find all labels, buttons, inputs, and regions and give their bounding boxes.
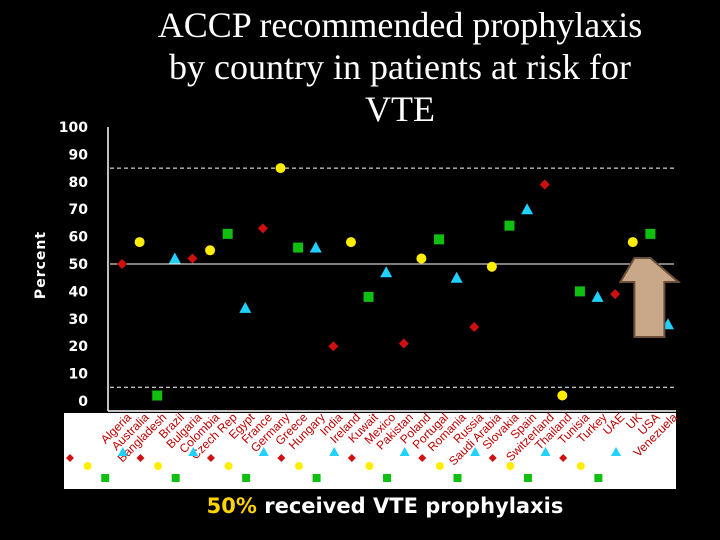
legend-marker (329, 447, 340, 456)
y-tick-label: 10 (69, 367, 89, 383)
data-point-france (257, 223, 268, 234)
footer-text: received VTE prophylaxis (264, 494, 564, 518)
data-point-kuwait (363, 291, 374, 302)
data-point-mexico (380, 266, 393, 278)
data-point-poland (416, 253, 427, 264)
legend-marker (312, 474, 321, 482)
data-point-czech-rep (222, 228, 233, 239)
y-tick-label: 30 (69, 312, 89, 328)
y-tick-label: 40 (69, 284, 89, 300)
legend-marker (242, 474, 251, 482)
data-point-ireland (345, 237, 356, 248)
data-point-russia (469, 322, 480, 333)
legend-marker (399, 447, 410, 456)
legend-marker (117, 447, 128, 456)
data-point-colombia (205, 245, 216, 256)
y-tick-label: 80 (69, 175, 89, 191)
footer-percent: 50% (206, 494, 257, 518)
legend-marker (488, 454, 497, 462)
y-tick-label: 0 (78, 394, 88, 410)
y-axis-label: Percent (33, 231, 49, 299)
highlight-arrow-icon (618, 257, 682, 338)
legend-marker (576, 462, 585, 470)
data-point-bangladesh (152, 390, 163, 401)
data-point-uk (627, 237, 638, 248)
data-point-brazil (168, 252, 181, 264)
data-point-portugal (434, 234, 445, 245)
data-point-slovakia (504, 220, 515, 231)
y-tick-label: 50 (69, 257, 89, 273)
legend-marker (383, 474, 392, 482)
legend-marker (435, 462, 444, 470)
data-point-greece (293, 242, 304, 253)
data-point-uae (610, 289, 621, 300)
legend-marker (188, 447, 199, 456)
legend-marker (347, 454, 356, 462)
footer-caption: 50% received VTE prophylaxis (0, 494, 720, 518)
data-point-saudi-arabia (486, 261, 497, 272)
legend-marker (523, 474, 532, 482)
data-point-turkey (591, 290, 604, 302)
data-point-germany (275, 163, 286, 174)
legend-marker (559, 454, 568, 462)
chart-title: ACCP recommended prophylaxis by country … (120, 4, 680, 130)
legend-marker (206, 454, 215, 462)
x-label-panel (64, 413, 676, 489)
data-point-egypt (239, 301, 252, 313)
legend-marker (594, 474, 603, 482)
legend-marker (506, 462, 515, 470)
data-point-hungary (309, 241, 322, 253)
y-tick-label: 90 (69, 147, 89, 163)
legend-marker (224, 462, 233, 470)
legend-marker (171, 474, 180, 482)
data-point-romania (450, 271, 463, 283)
data-point-thailand (557, 390, 568, 401)
legend-marker (611, 447, 621, 456)
y-tick-label: 70 (69, 202, 89, 218)
title-line-1: ACCP recommended prophylaxis (157, 5, 643, 45)
data-point-switzerland (539, 179, 550, 190)
legend-marker (470, 447, 481, 456)
y-tick-label: 100 (59, 120, 88, 136)
data-point-usa (645, 228, 656, 239)
data-point-spain (521, 203, 534, 215)
legend-marker (418, 454, 427, 462)
legend-marker (294, 462, 303, 470)
legend-marker (277, 454, 286, 462)
legend-marker (136, 454, 145, 462)
title-line-3: VTE (365, 89, 435, 129)
data-point-algeria (117, 259, 127, 269)
data-point-tunisia (574, 286, 585, 297)
legend-marker (258, 447, 269, 456)
legend-marker (154, 462, 163, 470)
title-line-2: by country in patients at risk for (169, 47, 631, 87)
data-point-pakistan (398, 338, 409, 349)
legend-marker (83, 462, 92, 470)
data-point-bulgaria (187, 253, 198, 264)
legend-marker (540, 447, 551, 456)
data-point-india (328, 341, 339, 352)
y-tick-label: 20 (69, 339, 89, 355)
legend-marker (453, 474, 462, 482)
y-tick-label: 60 (69, 230, 89, 246)
legend-marker (101, 474, 110, 482)
legend-marker (365, 462, 374, 470)
data-point-australia (134, 237, 145, 248)
legend-marker (66, 454, 74, 462)
